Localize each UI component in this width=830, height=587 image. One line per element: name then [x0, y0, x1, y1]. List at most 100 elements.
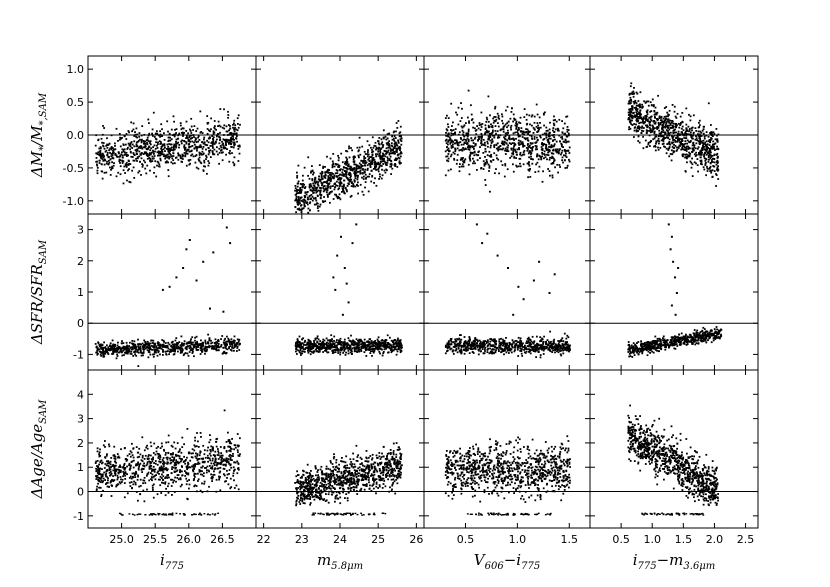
- data-point: [645, 146, 648, 148]
- data-point: [535, 163, 537, 166]
- data-point: [142, 351, 145, 353]
- data-point: [691, 163, 694, 166]
- data-point: [467, 132, 470, 134]
- data-point: [526, 137, 529, 139]
- data-point: [655, 135, 658, 138]
- data-point: [356, 164, 358, 167]
- data-point: [551, 146, 553, 148]
- data-point: [393, 143, 396, 145]
- data-point: [504, 149, 506, 152]
- data-point: [129, 150, 132, 153]
- data-point: [181, 342, 183, 345]
- data-point: [664, 119, 667, 122]
- outlier-point: [185, 248, 188, 251]
- data-point: [707, 102, 710, 105]
- data-point: [350, 334, 352, 337]
- data-point: [157, 342, 160, 344]
- data-point: [549, 156, 551, 159]
- data-point: [204, 352, 206, 355]
- data-point: [479, 128, 482, 131]
- data-point: [226, 340, 228, 343]
- data-point: [148, 349, 151, 352]
- data-point: [543, 150, 546, 153]
- data-point: [480, 138, 483, 140]
- data-point: [161, 128, 163, 131]
- data-point: [473, 151, 476, 154]
- data-point: [504, 138, 507, 141]
- data-point: [688, 129, 691, 132]
- data-point: [148, 132, 151, 135]
- data-point: [122, 160, 125, 163]
- data-point: [202, 343, 204, 345]
- data-point: [360, 350, 363, 352]
- data-point: [473, 160, 475, 163]
- data-point: [114, 145, 116, 147]
- data-point: [547, 148, 549, 151]
- data-point: [175, 337, 178, 339]
- data-point: [649, 116, 652, 118]
- data-point: [158, 154, 160, 157]
- data-point: [463, 148, 465, 151]
- data-point: [523, 108, 526, 110]
- data-point: [173, 148, 176, 151]
- data-point: [352, 344, 355, 346]
- data-point: [494, 125, 497, 127]
- data-point: [168, 132, 171, 135]
- data-point: [230, 143, 232, 145]
- data-point: [336, 176, 338, 178]
- data-point: [462, 134, 465, 137]
- data-point: [198, 156, 201, 159]
- data-point: [158, 151, 160, 154]
- data-point: [397, 156, 400, 159]
- data-point: [209, 345, 212, 348]
- data-point: [385, 168, 388, 171]
- data-point: [229, 142, 232, 144]
- data-point: [127, 169, 129, 172]
- data-point: [561, 149, 564, 152]
- data-point: [335, 195, 338, 198]
- data-point: [211, 345, 214, 348]
- data-point: [467, 163, 470, 166]
- data-point: [686, 157, 688, 160]
- data-point: [651, 98, 654, 101]
- data-point: [528, 114, 531, 117]
- data-point: [340, 349, 343, 352]
- data-point: [691, 150, 693, 153]
- data-point: [400, 344, 403, 347]
- data-point: [501, 119, 503, 122]
- data-point: [313, 203, 316, 206]
- data-point: [515, 164, 518, 167]
- data-point: [295, 192, 298, 195]
- data-point: [153, 343, 156, 346]
- data-point: [664, 117, 667, 120]
- data-point: [359, 169, 362, 172]
- data-point: [399, 155, 402, 158]
- data-point: [148, 152, 151, 155]
- data-point: [354, 185, 357, 188]
- data-point: [523, 149, 526, 152]
- data-point: [319, 180, 322, 183]
- data-point: [192, 341, 194, 344]
- data-point: [102, 352, 105, 354]
- data-point: [141, 138, 143, 141]
- data-point: [478, 122, 481, 124]
- data-point: [147, 118, 150, 121]
- data-point: [705, 144, 707, 146]
- data-point: [97, 139, 100, 142]
- data-point: [336, 184, 339, 187]
- data-point: [379, 160, 382, 163]
- data-point: [330, 172, 333, 174]
- data-point: [363, 157, 366, 160]
- data-point: [111, 152, 114, 155]
- data-point: [509, 157, 511, 159]
- data-point: [527, 152, 530, 155]
- data-point: [709, 154, 712, 156]
- data-point: [657, 146, 659, 149]
- data-point: [713, 161, 716, 164]
- data-point: [655, 113, 658, 116]
- data-point: [632, 115, 635, 118]
- data-point: [342, 173, 345, 176]
- data-point: [659, 133, 662, 135]
- data-point: [390, 351, 393, 354]
- data-point: [132, 152, 135, 154]
